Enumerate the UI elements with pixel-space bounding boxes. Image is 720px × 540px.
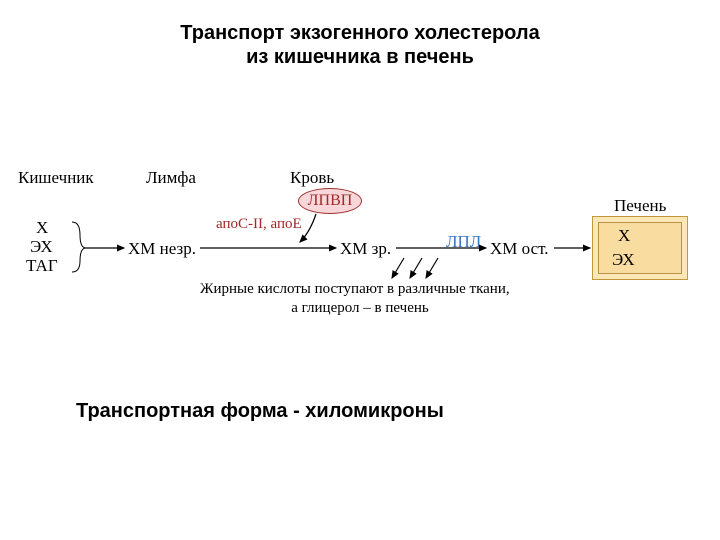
annotation-apo: апоC-II, апоE — [216, 216, 302, 233]
liver-box-inner — [598, 222, 682, 274]
annotation-lpl: ЛПЛ — [446, 232, 481, 252]
left-item-2: ЭХ — [30, 237, 53, 257]
liver-item-1: Х — [618, 226, 630, 246]
label-lymph: Лимфа — [146, 168, 196, 188]
caption-line-1: Жирные кислоты поступают в различные тка… — [200, 281, 510, 298]
node-xm-nezr: ХМ незр. — [128, 239, 196, 259]
label-blood: Кровь — [290, 168, 334, 188]
node-xm-zr: ХМ зр. — [340, 239, 391, 259]
label-intestine: Кишечник — [18, 168, 94, 188]
title-line-1: Транспорт экзогенного холестерола — [0, 22, 720, 45]
left-item-3: ТАГ — [26, 256, 58, 276]
caption-line-2: а глицерол – в печень — [200, 300, 520, 317]
liver-item-2: ЭХ — [612, 250, 635, 270]
footer-text: Транспортная форма - хиломикроны — [76, 400, 444, 423]
lpvp-text: ЛПВП — [308, 192, 353, 209]
title-line-2: из кишечника в печень — [0, 46, 720, 69]
lpvp-oval: ЛПВП — [298, 188, 362, 214]
left-item-1: Х — [36, 218, 48, 238]
node-xm-ost: ХМ ост. — [490, 239, 549, 259]
label-liver: Печень — [614, 196, 666, 216]
